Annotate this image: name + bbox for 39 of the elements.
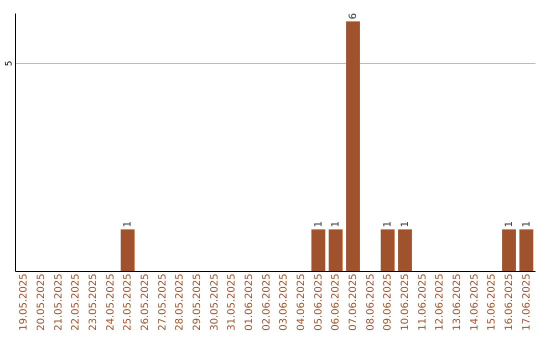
x-tick-label: 28.05.2025 [174,274,186,331]
x-tick-label: 19.05.2025 [18,274,30,331]
x-tick-label: 10.06.2025 [400,274,411,331]
x-tick-label: 20.05.2025 [36,274,47,331]
x-tick-label: 21.05.2025 [53,274,64,331]
x-tick-label: 22.05.2025 [70,274,82,331]
x-tick-label: 02.06.2025 [261,274,272,331]
data-label: 1 [382,221,394,228]
x-tick-label: 26.05.2025 [140,274,151,331]
x-tick-label: 16.06.2025 [504,274,515,331]
x-tick-label: 11.06.2025 [417,274,428,331]
data-label: 1 [504,221,515,228]
x-tick-label: 05.06.2025 [313,274,324,331]
x-tick-label: 27.05.2025 [157,274,168,331]
x-tick-label: 29.05.2025 [192,274,203,331]
x-tick-label: 31.05.2025 [226,274,238,331]
y-tick-label: 5 [4,60,14,66]
x-tick-label: 13.06.2025 [452,274,463,331]
x-tick-label: 30.05.2025 [209,274,220,331]
x-tick-label: 06.06.2025 [330,274,342,331]
data-label: 1 [122,221,134,228]
x-tick-label: 09.06.2025 [382,274,394,331]
data-label: 6 [348,12,359,20]
data-label: 1 [400,221,411,228]
x-tick-label: 25.05.2025 [122,274,134,331]
x-tick-label: 01.06.2025 [244,274,255,331]
data-label: 1 [330,221,342,228]
x-tick-label: 07.06.2025 [348,274,359,331]
data-label: 1 [313,221,324,228]
x-tick-label: 24.05.2025 [105,274,116,331]
x-tick-label: 15.06.2025 [486,274,498,331]
x-tick-label: 03.06.2025 [278,274,290,331]
x-tick-label: 04.06.2025 [296,274,307,331]
x-tick-label: 14.06.2025 [469,274,480,331]
x-tick-label: 23.05.2025 [88,274,99,331]
x-tick-label: 17.06.2025 [521,274,532,331]
x-tick-label: 08.06.2025 [365,274,376,331]
x-tick-label: 12.06.2025 [434,274,446,331]
data-label: 1 [521,221,532,228]
